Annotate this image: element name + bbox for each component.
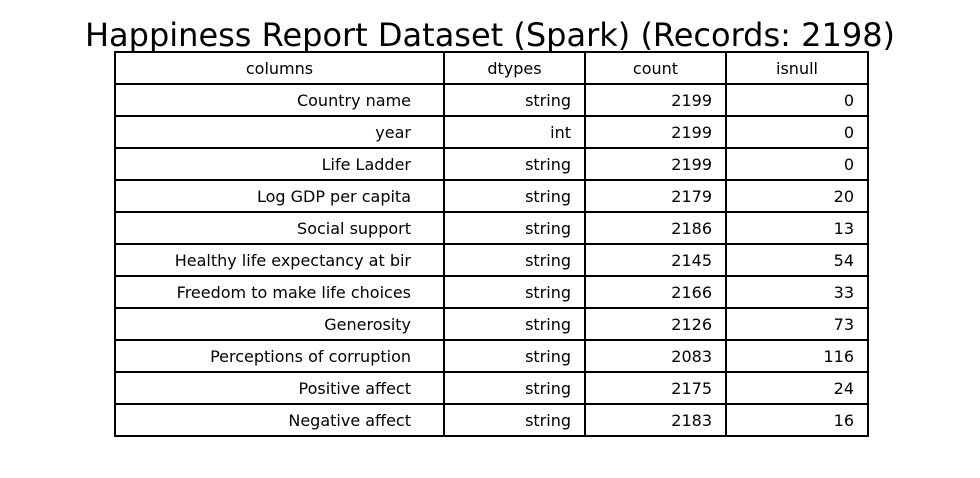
- table-body: Country name string 2199 0 year int 2199 0 Life …: [114, 83, 869, 437]
- table-row: Social support string 2186 13: [114, 211, 869, 245]
- count-cell: 2199: [584, 147, 727, 181]
- column-name-cell: Negative affect: [114, 403, 445, 437]
- isnull-cell: 16: [725, 403, 869, 437]
- table-row: Perceptions of corruption string 2083 116: [114, 339, 869, 373]
- data-table: columns dtypes count isnull Country name…: [114, 51, 869, 437]
- column-name-cell: year: [114, 115, 445, 149]
- column-name-cell: Country name: [114, 83, 445, 117]
- count-cell: 2186: [584, 211, 727, 245]
- count-cell: 2199: [584, 83, 727, 117]
- isnull-cell: 116: [725, 339, 869, 373]
- column-header-columns: columns: [114, 51, 445, 85]
- isnull-cell: 54: [725, 243, 869, 277]
- table-row: year int 2199 0: [114, 115, 869, 149]
- count-cell: 2145: [584, 243, 727, 277]
- count-cell: 2183: [584, 403, 727, 437]
- count-cell: 2199: [584, 115, 727, 149]
- count-cell: 2166: [584, 275, 727, 309]
- dtype-cell: string: [443, 339, 586, 373]
- count-cell: 2126: [584, 307, 727, 341]
- dtype-cell: string: [443, 243, 586, 277]
- column-name-cell: Log GDP per capita: [114, 179, 445, 213]
- isnull-cell: 73: [725, 307, 869, 341]
- dtype-cell: string: [443, 179, 586, 213]
- count-cell: 2175: [584, 371, 727, 405]
- table-row: Country name string 2199 0: [114, 83, 869, 117]
- column-name-cell: Social support: [114, 211, 445, 245]
- header-row: columns dtypes count isnull: [114, 51, 869, 85]
- isnull-cell: 20: [725, 179, 869, 213]
- isnull-cell: 24: [725, 371, 869, 405]
- count-cell: 2179: [584, 179, 727, 213]
- chart-title: Happiness Report Dataset (Spark) (Record…: [84, 16, 896, 54]
- column-header-dtypes: dtypes: [443, 51, 586, 85]
- column-name-cell: Freedom to make life choices: [114, 275, 445, 309]
- table-row: Freedom to make life choices string 2166 33: [114, 275, 869, 309]
- dtype-cell: string: [443, 307, 586, 341]
- column-header-count: count: [584, 51, 727, 85]
- column-name-cell: Life Ladder: [114, 147, 445, 181]
- column-name-cell: Perceptions of corruption: [114, 339, 445, 373]
- dtype-cell: string: [443, 403, 586, 437]
- dtype-cell: string: [443, 275, 586, 309]
- isnull-cell: 0: [725, 83, 869, 117]
- table-row: Generosity string 2126 73: [114, 307, 869, 341]
- dtype-cell: string: [443, 147, 586, 181]
- column-name-cell: Generosity: [114, 307, 445, 341]
- isnull-cell: 0: [725, 147, 869, 181]
- column-header-isnull: isnull: [725, 51, 869, 85]
- isnull-cell: 13: [725, 211, 869, 245]
- table-row: Life Ladder string 2199 0: [114, 147, 869, 181]
- dtype-cell: string: [443, 83, 586, 117]
- dtype-cell: string: [443, 211, 586, 245]
- table-row: Log GDP per capita string 2179 20: [114, 179, 869, 213]
- table-row: Negative affect string 2183 16: [114, 403, 869, 437]
- isnull-cell: 33: [725, 275, 869, 309]
- column-name-cell: Positive affect: [114, 371, 445, 405]
- dtype-cell: int: [443, 115, 586, 149]
- isnull-cell: 0: [725, 115, 869, 149]
- table-row: Healthy life expectancy at bir string 2145…: [114, 243, 869, 277]
- table-row: Positive affect string 2175 24: [114, 371, 869, 405]
- dtype-cell: string: [443, 371, 586, 405]
- column-name-cell: Healthy life expectancy at bir: [114, 243, 445, 277]
- count-cell: 2083: [584, 339, 727, 373]
